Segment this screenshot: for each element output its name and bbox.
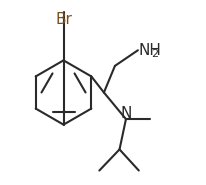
Text: Br: Br [55,11,72,27]
Text: N: N [121,107,132,122]
Text: 2: 2 [151,49,158,59]
Text: NH: NH [139,43,162,58]
